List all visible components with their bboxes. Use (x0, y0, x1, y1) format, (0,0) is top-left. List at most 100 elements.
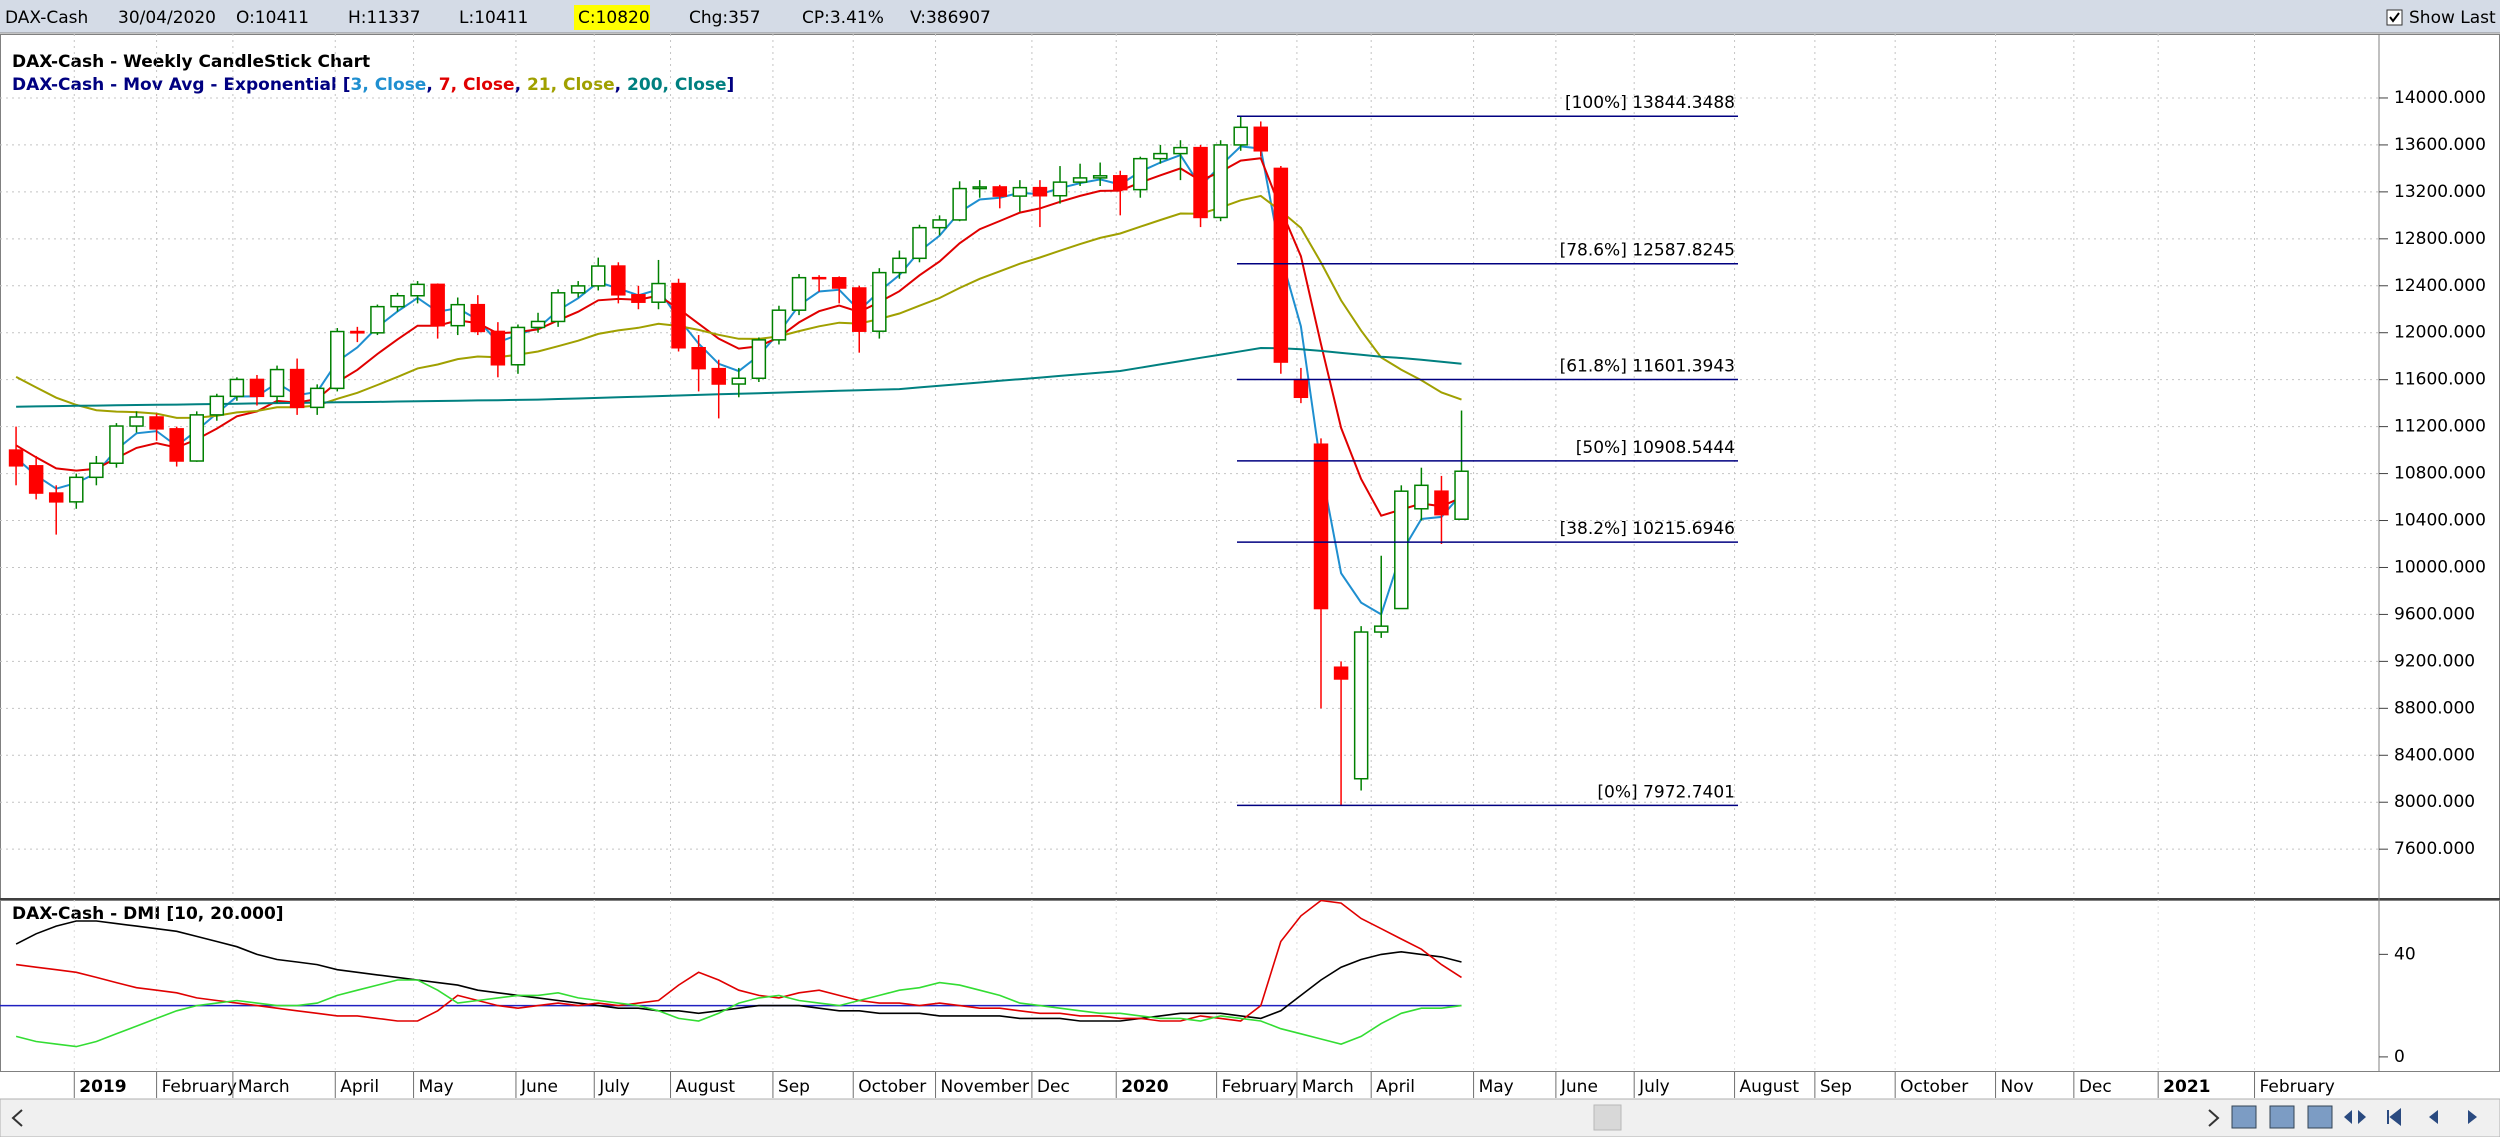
show-last-label[interactable]: Show Last (2409, 8, 2496, 28)
candle-body (611, 265, 626, 296)
y-tick-label: 11600.000 (2394, 370, 2486, 390)
fibonacci-label: [50%] 10908.5444 (1576, 438, 1735, 458)
candle-body (1052, 181, 1068, 197)
close-value: C:10820 (578, 8, 650, 28)
candle-body (550, 292, 566, 323)
candle-body (1293, 378, 1309, 399)
x-tick-label: November (941, 1077, 1029, 1097)
x-tick-label: July (1638, 1077, 1670, 1097)
candle-body (1333, 666, 1349, 680)
scroll-thumb[interactable] (1593, 1104, 1622, 1131)
candle-body (872, 271, 887, 332)
candle-body (771, 309, 787, 341)
subtitle-part: 3, Close (351, 75, 427, 95)
candle-body (932, 219, 947, 229)
candle-body (470, 303, 486, 333)
first-icon[interactable] (2387, 1107, 2401, 1127)
volume: V:386907 (910, 8, 991, 28)
candle-body (169, 428, 184, 462)
candle-body (490, 330, 506, 366)
candle-body (831, 277, 847, 289)
x-tick-label: October (1900, 1077, 1968, 1097)
candle-body (530, 320, 546, 329)
candle-body (952, 187, 967, 221)
y-tick-label: 10400.000 (2394, 511, 2486, 531)
candle-body (309, 387, 325, 409)
y-tick-label: 11200.000 (2394, 417, 2486, 437)
x-tick-label: October (858, 1077, 926, 1097)
candle-body (289, 368, 305, 409)
open-value: O:10411 (236, 8, 309, 28)
close-highlight (574, 5, 650, 30)
x-tick-label: May (419, 1077, 454, 1097)
y-tick-label: 9600.000 (2394, 604, 2475, 624)
candle-body (1193, 146, 1208, 219)
candle-body (852, 287, 867, 332)
x-tick-label: May (1479, 1077, 1514, 1097)
date: 30/04/2020 (118, 8, 216, 28)
plot-layer: 7600.000 8000.000 8400.000 8800.000 9200.000… (0, 34, 2486, 1098)
scroll-right[interactable] (2208, 1109, 2220, 1127)
dmi-plot (0, 900, 1462, 1048)
subtitle-part: ] (727, 75, 735, 95)
candle-body (791, 276, 807, 311)
y-tick-label: 10000.000 (2394, 557, 2486, 577)
x-tick-label: February (162, 1077, 237, 1097)
candle-body (1253, 126, 1269, 152)
zoom-icon[interactable] (2231, 1105, 2257, 1129)
candle-body (972, 186, 987, 190)
chart-title: DAX-Cash - Weekly CandleStick Chart (12, 52, 370, 72)
y-tick-label: 14000.000 (2394, 88, 2486, 108)
change-percent: CP:3.41% (802, 8, 884, 28)
candle-body (510, 326, 526, 366)
candle-body (1373, 625, 1389, 633)
dmi-line (15, 979, 1462, 1048)
prev-icon[interactable] (2429, 1110, 2438, 1124)
x-tick-label: Dec (2079, 1077, 2112, 1097)
candle-body (1133, 157, 1148, 191)
symbol: DAX-Cash (5, 8, 88, 28)
x-tick-label: Nov (2001, 1077, 2034, 1097)
subtitle-part: 200, Close (627, 75, 727, 95)
subtitle-part: , (515, 75, 527, 95)
fibonacci-label: [0%] 7972.7401 (1597, 782, 1735, 802)
scroll-left[interactable] (11, 1109, 23, 1127)
candle-body (249, 378, 265, 398)
x-axis-strip (0, 1072, 2500, 1099)
chart-subtitle: DAX-Cash - Mov Avg - Exponential [3, Clo… (12, 75, 734, 95)
candle-body (209, 395, 225, 416)
candle-body (1454, 470, 1469, 520)
fit-icon[interactable] (2307, 1105, 2333, 1129)
candle-body (1313, 443, 1329, 610)
dmi-panel (0, 900, 2500, 1072)
x-tick-label: 2019 (79, 1077, 126, 1097)
y-tick-label: 12400.000 (2394, 276, 2486, 296)
candle-body (811, 276, 827, 280)
zoom-out-icon[interactable] (2269, 1105, 2295, 1129)
subtitle-part: , (615, 75, 627, 95)
y-tick-label: 10800.000 (2394, 464, 2486, 484)
y-tick-label: 8800.000 (2394, 698, 2475, 718)
candle-body (1414, 484, 1429, 510)
candle-body (731, 377, 747, 385)
candle-body (370, 305, 385, 334)
y-tick-label: 0 (2394, 1047, 2405, 1067)
subtitle-part: 21, Close (527, 75, 615, 95)
scrollbar[interactable] (0, 1098, 2500, 1137)
pan-icon[interactable] (2344, 1110, 2366, 1124)
x-tick-label: Dec (1037, 1077, 1070, 1097)
x-tick-label: April (340, 1077, 379, 1097)
candle-body (671, 282, 686, 349)
candle-body (1173, 146, 1188, 155)
x-tick-label: June (1560, 1077, 1598, 1097)
checkmark (2389, 12, 2400, 23)
candle-body (651, 282, 666, 303)
fibonacci-label: [61.8%] 11601.3943 (1560, 357, 1735, 377)
candle-body (129, 416, 144, 427)
candle-body (1072, 177, 1088, 183)
next-icon[interactable] (2468, 1110, 2477, 1124)
candle-body (109, 425, 124, 464)
price-panel (0, 34, 2500, 899)
y-tick-label: 13200.000 (2394, 182, 2486, 202)
